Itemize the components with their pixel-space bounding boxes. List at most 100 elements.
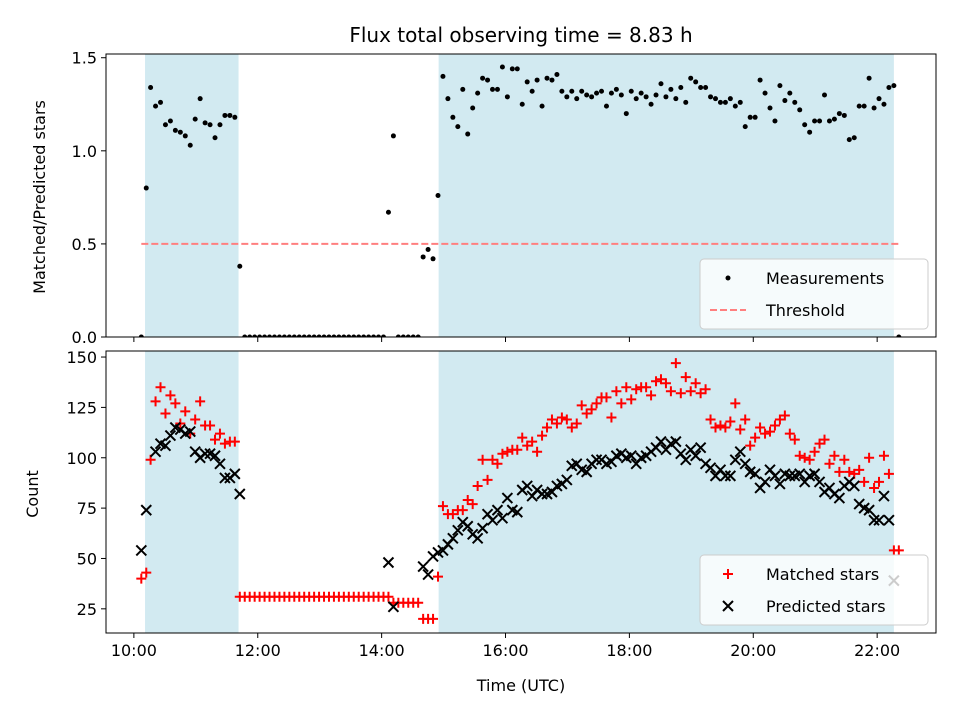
data-point: [621, 382, 632, 393]
data-point: [480, 75, 486, 81]
data-point: [209, 450, 221, 462]
data-point: [769, 470, 781, 482]
data-point: [757, 77, 763, 83]
data-point: [767, 105, 773, 111]
data-point: [214, 428, 225, 439]
y-tick-label: 0.0: [72, 328, 97, 347]
data-point: [638, 90, 644, 96]
data-point: [141, 567, 152, 578]
data-point: [841, 112, 847, 118]
data-point: [606, 412, 617, 423]
x-tick-label: 10:00: [111, 641, 157, 660]
data-point: [504, 94, 510, 100]
data-point: [760, 428, 771, 439]
data-point: [708, 94, 714, 100]
data-point: [712, 96, 718, 102]
data-point: [527, 436, 538, 447]
data-point: [732, 103, 738, 109]
data-point: [519, 101, 525, 107]
data-point: [306, 334, 312, 337]
data-point: [447, 532, 459, 545]
data-point: [809, 446, 820, 457]
data-point: [271, 334, 277, 337]
data-point: [549, 77, 555, 83]
data-point: [232, 114, 238, 120]
data-point: [135, 544, 148, 557]
data-point: [521, 480, 533, 492]
data-point: [774, 478, 786, 490]
data-point: [745, 440, 756, 451]
y-tick-label: 1.5: [72, 49, 97, 68]
data-point: [457, 505, 468, 516]
data-point: [395, 334, 401, 337]
ratio-panel: 0.0 0.5 1.0 1.5 Measurements Threshold: [72, 49, 937, 347]
data-point: [341, 334, 347, 337]
data-point: [797, 107, 803, 113]
data-point: [655, 435, 667, 448]
data-point: [710, 422, 721, 433]
data-point: [601, 392, 612, 403]
data-point: [717, 99, 723, 105]
data-point: [192, 116, 198, 122]
data-point: [556, 412, 567, 423]
data-point: [455, 124, 461, 130]
data-point: [561, 414, 572, 425]
data-point: [532, 446, 543, 457]
data-point: [694, 441, 707, 454]
axes-frame: [105, 53, 937, 338]
data-point: [160, 408, 171, 419]
data-point: [514, 66, 520, 72]
data-point: [366, 334, 372, 337]
data-point: [693, 79, 699, 85]
data-point: [569, 88, 575, 94]
data-point: [187, 142, 193, 148]
data-point: [648, 101, 654, 107]
data-point: [537, 430, 548, 441]
data-point: [165, 390, 176, 401]
data-point: [833, 492, 846, 504]
data-point: [863, 504, 875, 516]
data-point: [301, 334, 307, 337]
data-point: [529, 88, 535, 94]
data-point: [219, 438, 230, 449]
data-point: [599, 88, 605, 94]
data-point: [715, 420, 726, 431]
data-point: [643, 94, 649, 100]
data-point: [140, 504, 152, 516]
data-point: [625, 450, 637, 462]
data-point: [873, 514, 885, 526]
data-point: [646, 390, 657, 401]
data-point: [584, 92, 590, 98]
data-point: [222, 112, 228, 118]
data-point: [214, 458, 226, 470]
data-point: [734, 446, 746, 458]
data-point: [590, 454, 603, 466]
data-point: [826, 118, 832, 124]
data-point: [554, 71, 560, 77]
data-point: [794, 468, 806, 480]
data-point: [482, 474, 493, 485]
data-point: [822, 92, 828, 98]
data-point: [579, 88, 585, 94]
data-point: [205, 420, 216, 431]
x-tick-label: 16:00: [482, 641, 528, 660]
data-point: [316, 334, 322, 337]
data-point: [542, 422, 553, 433]
data-point: [804, 454, 815, 465]
data-point: [608, 90, 614, 96]
data-point: [159, 439, 172, 452]
data-point: [405, 334, 411, 337]
data-point: [136, 573, 147, 584]
chart-title: Flux total observing time = 8.83 h: [349, 23, 692, 47]
data-point: [267, 334, 273, 337]
data-point: [777, 83, 783, 89]
data-point: [234, 488, 246, 500]
data-point: [400, 334, 406, 337]
data-point: [633, 96, 639, 102]
data-point: [704, 462, 717, 474]
data-point: [878, 450, 889, 461]
data-point: [499, 64, 505, 70]
x-tick-label: 22:00: [854, 641, 900, 660]
data-point: [769, 420, 780, 431]
data-point: [227, 112, 233, 118]
